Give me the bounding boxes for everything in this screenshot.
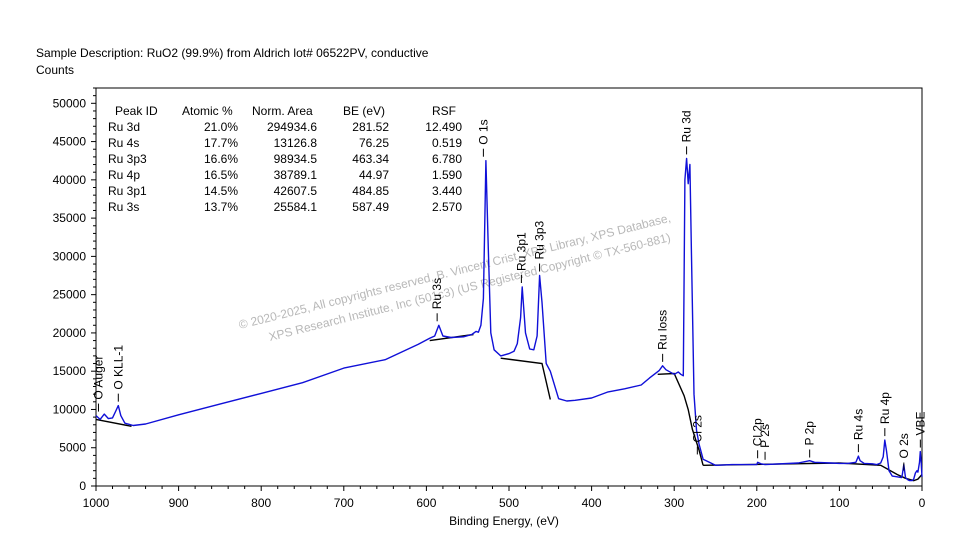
x-tick-label: 1000 — [83, 496, 110, 510]
table-cell: 21.0% — [204, 120, 238, 134]
table-cell: 42607.5 — [274, 184, 318, 198]
peak-label: Ru 3d — [680, 110, 694, 142]
x-tick-label: 600 — [416, 496, 436, 510]
x-tick-label: 0 — [919, 496, 926, 510]
y-tick-label: 35000 — [53, 211, 87, 225]
table-cell: 2.570 — [432, 200, 462, 214]
x-tick-label: 700 — [334, 496, 354, 510]
table-cell: 484.85 — [352, 184, 389, 198]
peak-label: P 2p — [803, 421, 817, 446]
table-cell: 13.7% — [204, 200, 238, 214]
table-header: BE (eV) — [343, 104, 385, 118]
table-cell: 44.97 — [359, 168, 389, 182]
table-header: RSF — [432, 104, 456, 118]
peak-label: Ru 3s — [430, 278, 444, 309]
peak-label: O KLL-1 — [111, 345, 125, 390]
watermark-line-2: XPS Research Institute, Inc (501c3) (US … — [267, 230, 672, 344]
table-cell: Ru 4s — [108, 136, 139, 150]
peak-label: Ru 3p3 — [533, 220, 547, 259]
background-line — [500, 357, 551, 400]
y-tick-label: 45000 — [53, 135, 87, 149]
y-tick-label: 30000 — [53, 249, 87, 263]
spectrum-line — [95, 157, 923, 482]
table-cell: 16.6% — [204, 152, 238, 166]
y-axis-unit-label: Counts — [36, 63, 75, 77]
table-cell: 3.440 — [432, 184, 462, 198]
table-header: Norm. Area — [252, 104, 313, 118]
x-tick-label: 100 — [829, 496, 849, 510]
peak-label: O Auger — [91, 356, 105, 400]
peak-label: Ru loss — [656, 310, 670, 350]
table-cell: 38789.1 — [274, 168, 318, 182]
table-cell: 76.25 — [359, 136, 389, 150]
y-tick-label: 0 — [79, 479, 86, 493]
table-cell: Ru 4p — [108, 168, 140, 182]
peak-label: O 2s — [897, 433, 911, 458]
peak-label: Ru 3p1 — [514, 232, 528, 271]
table-header: Peak ID — [115, 104, 158, 118]
table-cell: 17.7% — [204, 136, 238, 150]
y-tick-label: 20000 — [53, 326, 87, 340]
y-tick-label: 5000 — [59, 441, 86, 455]
table-cell: 25584.1 — [274, 200, 318, 214]
table-cell: 281.52 — [352, 120, 389, 134]
background-line — [95, 418, 132, 427]
table-cell: 16.5% — [204, 168, 238, 182]
table-cell: Ru 3p1 — [108, 184, 147, 198]
table-cell: Ru 3p3 — [108, 152, 147, 166]
peak-label: P 2s — [758, 424, 772, 448]
x-axis-title: Binding Energy, (eV) — [449, 514, 559, 528]
table-cell: 12.490 — [425, 120, 462, 134]
table-cell: 463.34 — [352, 152, 389, 166]
peak-label: Cl 2s — [690, 415, 704, 442]
table-cell: 294934.6 — [267, 120, 317, 134]
peak-label: Cl 2p — [751, 418, 765, 446]
x-tick-label: 200 — [747, 496, 767, 510]
background-line — [839, 462, 923, 482]
table-cell: Ru 3d — [108, 120, 140, 134]
table-cell: 0.519 — [432, 136, 462, 150]
x-tick-label: 800 — [251, 496, 271, 510]
peak-label: Ru 4p — [878, 392, 892, 424]
peak-label: Ru 4s — [851, 409, 865, 440]
table-cell: 98934.5 — [274, 152, 318, 166]
peak-label: O 1s — [476, 119, 490, 144]
y-tick-label: 50000 — [53, 96, 87, 110]
peak-label: VBE — [913, 412, 927, 436]
x-tick-label: 500 — [499, 496, 519, 510]
y-tick-label: 40000 — [53, 173, 87, 187]
y-tick-label: 25000 — [53, 288, 87, 302]
y-tick-label: 15000 — [53, 364, 87, 378]
table-cell: 13126.8 — [274, 136, 318, 150]
x-tick-label: 400 — [582, 496, 602, 510]
watermark-line-1: © 2020-2025, All copyrights reserved, B.… — [237, 211, 672, 332]
table-cell: 6.780 — [432, 152, 462, 166]
x-tick-label: 300 — [664, 496, 684, 510]
sample-description: Sample Description: RuO2 (99.9%) from Al… — [36, 46, 429, 60]
table-cell: 1.590 — [432, 168, 462, 182]
y-tick-label: 10000 — [53, 402, 87, 416]
table-header: Atomic % — [182, 104, 233, 118]
x-tick-label: 900 — [169, 496, 189, 510]
table-cell: 587.49 — [352, 200, 389, 214]
table-cell: Ru 3s — [108, 200, 139, 214]
table-cell: 14.5% — [204, 184, 238, 198]
